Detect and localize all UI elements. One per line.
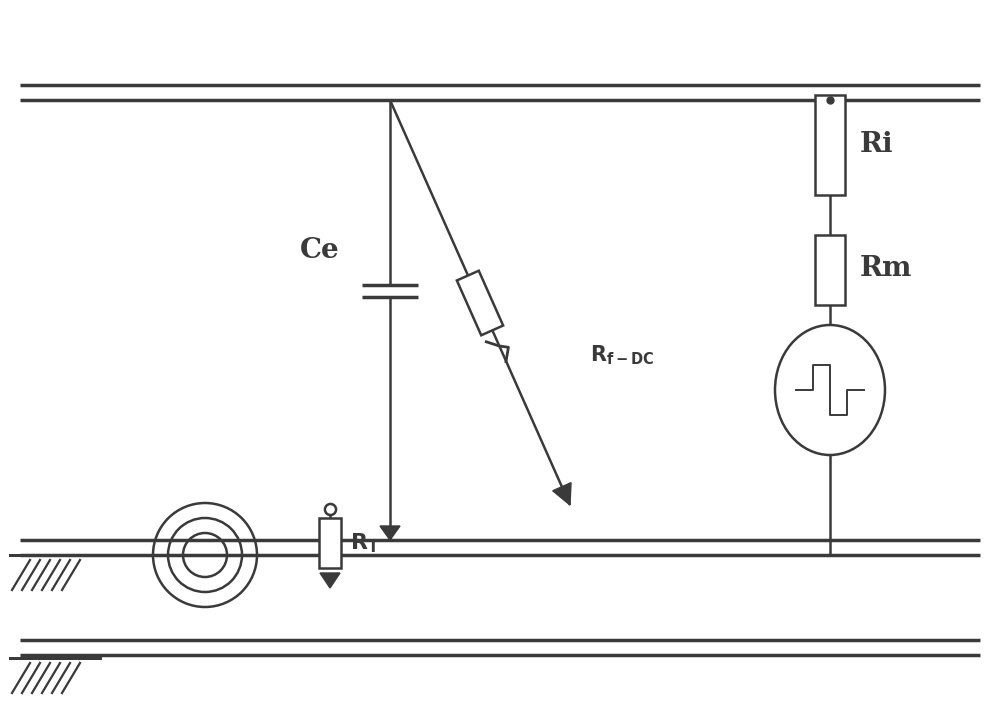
- Polygon shape: [553, 482, 571, 505]
- Text: $\mathbf{R_T}$: $\mathbf{R_T}$: [350, 531, 380, 554]
- Bar: [815, 235, 845, 305]
- Polygon shape: [457, 270, 503, 335]
- Polygon shape: [380, 526, 400, 540]
- Bar: [319, 518, 341, 568]
- Polygon shape: [320, 573, 340, 588]
- Bar: [815, 95, 845, 195]
- Text: Rm: Rm: [860, 255, 912, 281]
- Ellipse shape: [775, 325, 885, 455]
- Text: Ce: Ce: [300, 236, 340, 263]
- Text: Ri: Ri: [860, 131, 894, 159]
- Text: $\mathbf{R_{f-DC}}$: $\mathbf{R_{f-DC}}$: [590, 343, 655, 367]
